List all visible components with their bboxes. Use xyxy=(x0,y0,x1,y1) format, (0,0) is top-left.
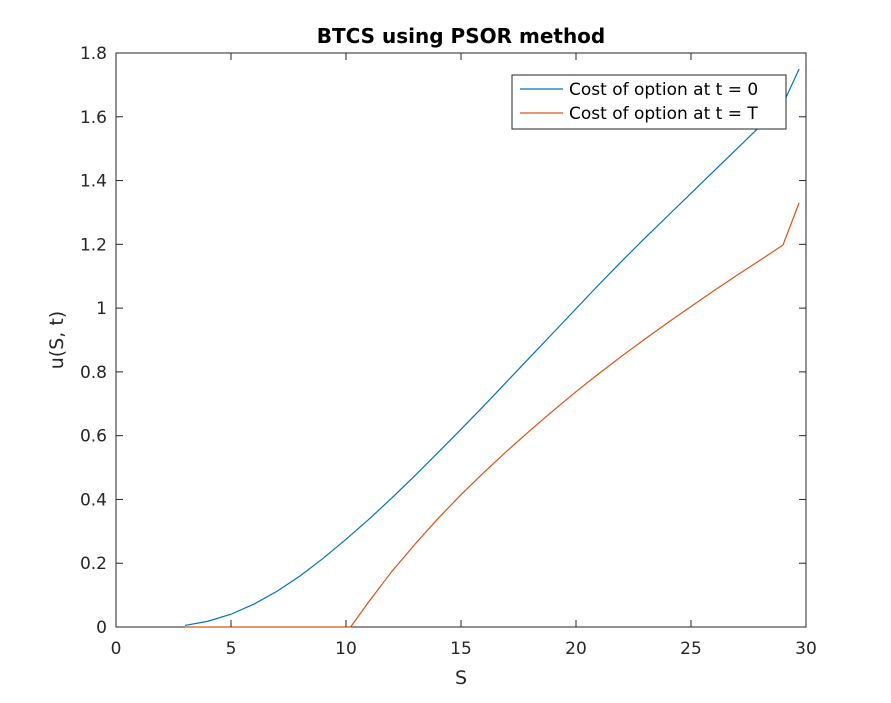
x-tick-label: 0 xyxy=(111,639,122,659)
x-tick-label: 30 xyxy=(795,639,817,659)
y-tick-label: 0.4 xyxy=(80,490,107,510)
x-tick-label: 20 xyxy=(565,639,587,659)
x-tick-label: 10 xyxy=(335,639,357,659)
legend-label-t0: Cost of option at t = 0 xyxy=(569,80,758,100)
y-tick-label: 1 xyxy=(96,299,107,319)
chart-title: BTCS using PSOR method xyxy=(317,24,606,48)
y-tick-label: 0.2 xyxy=(80,554,107,574)
y-tick-label: 0 xyxy=(96,618,107,638)
y-tick-label: 1.2 xyxy=(80,235,107,255)
y-tick-label: 0.8 xyxy=(80,363,107,383)
legend-label-tT: Cost of option at t = T xyxy=(569,104,758,124)
ticks-layer: 0 5 10 15 20 25 30 0 0.2 0.4 0.6 0.8 1 1.2 1.4 1.6 1.8 xyxy=(80,44,817,659)
x-axis-label: S xyxy=(455,667,467,689)
y-tick-label: 1.6 xyxy=(80,108,107,128)
legend: Cost of option at t = 0 Cost of option a… xyxy=(511,74,787,130)
series-line-tT xyxy=(185,202,800,628)
series-layer xyxy=(184,68,800,628)
x-tick-label: 15 xyxy=(450,639,472,659)
plot-area xyxy=(115,52,807,628)
y-tick-label: 1.4 xyxy=(80,172,107,192)
y-tick-label: 1.8 xyxy=(80,44,107,64)
y-axis-label: u(S, t) xyxy=(46,311,68,369)
x-tick-label: 5 xyxy=(226,639,237,659)
y-tick-label: 0.6 xyxy=(80,427,107,447)
x-tick-label: 25 xyxy=(680,639,702,659)
series-line-t0 xyxy=(184,68,800,627)
legend-box xyxy=(511,74,787,130)
